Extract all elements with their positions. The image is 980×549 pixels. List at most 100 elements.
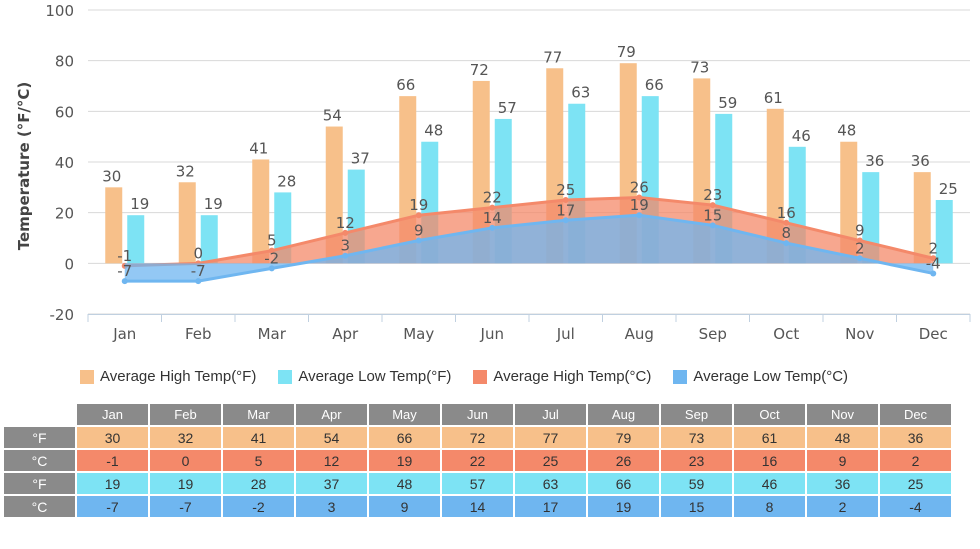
- bar-high-f: [178, 182, 196, 264]
- data-label-low-c: 9: [414, 222, 424, 240]
- table-cell: 9: [807, 450, 878, 471]
- bar-high-f: [252, 159, 270, 264]
- x-tick-label: Dec: [919, 325, 948, 343]
- point-low-c: [415, 237, 422, 244]
- y-tick-label: -20: [50, 306, 75, 324]
- table-cell: 36: [807, 473, 878, 494]
- bar-low-f: [200, 215, 218, 264]
- table-header-month: Apr: [296, 404, 367, 425]
- table-header-row: Jan Feb Mar Apr May Jun Jul Aug Sep Oct …: [4, 404, 951, 425]
- legend-item-high-f[interactable]: Average High Temp(°F): [80, 368, 256, 385]
- table-header-month: May: [369, 404, 440, 425]
- area-low-c: [124, 215, 934, 282]
- table-cell: 19: [77, 473, 148, 494]
- table-cell: 79: [588, 427, 659, 448]
- x-tick-label: Jul: [556, 325, 575, 343]
- table-row: °C -1 0 5 12 19 22 25 26 23 16 9 2: [4, 450, 951, 471]
- point-low-c: [856, 255, 863, 262]
- legend-item-high-c[interactable]: Average High Temp(°C): [473, 368, 651, 385]
- point-low-c: [268, 265, 275, 272]
- table-row: °C -7 -7 -2 3 9 14 17 19 15 8 2 -4: [4, 496, 951, 517]
- bar-low-f: [127, 215, 145, 264]
- legend-item-low-c[interactable]: Average Low Temp(°C): [673, 368, 848, 385]
- data-label-low-f: 48: [424, 122, 443, 140]
- table-cell: 59: [661, 473, 732, 494]
- data-label-low-f: 46: [792, 127, 811, 145]
- table-cell: -1: [77, 450, 148, 471]
- table-cell: 73: [661, 427, 732, 448]
- table-cell: -4: [880, 496, 951, 517]
- table-cell: 41: [223, 427, 294, 448]
- point-low-c: [489, 224, 496, 231]
- table-cell: 37: [296, 473, 367, 494]
- table-cell: 19: [150, 473, 221, 494]
- legend-swatch-low-f: [278, 369, 293, 384]
- x-tick-label: Jan: [112, 325, 136, 343]
- data-label-low-c: 8: [781, 224, 791, 242]
- legend-label-low-f: Average Low Temp(°F): [298, 368, 452, 385]
- point-high-c: [783, 219, 790, 226]
- table-cell: 23: [661, 450, 732, 471]
- bar-low-f: [862, 172, 880, 264]
- bar-high-f: [105, 187, 123, 264]
- data-label-low-c: -7: [117, 262, 132, 280]
- point-high-c: [930, 255, 937, 262]
- x-tick-label: Sep: [699, 325, 727, 343]
- x-tick-label: Apr: [332, 325, 359, 343]
- data-label-low-f: 37: [351, 150, 370, 168]
- point-low-c: [562, 217, 569, 224]
- data-label-low-c: -4: [926, 254, 941, 272]
- y-tick-label: 80: [55, 53, 74, 71]
- table-header-month: Feb: [150, 404, 221, 425]
- table-row: °F 19 19 28 37 48 57 63 66 59 46 36 25: [4, 473, 951, 494]
- legend-item-low-f[interactable]: Average Low Temp(°F): [278, 368, 451, 385]
- data-label-high-c: 25: [556, 181, 575, 199]
- data-label-high-f: 79: [617, 43, 636, 61]
- legend-swatch-high-c: [473, 369, 488, 384]
- x-tick-label: Nov: [845, 325, 874, 343]
- table-cell: 8: [734, 496, 805, 517]
- data-label-low-f: 19: [130, 195, 149, 213]
- table-header-month: Nov: [807, 404, 878, 425]
- table-cell: -7: [77, 496, 148, 517]
- legend-swatch-low-c: [673, 369, 688, 384]
- data-label-low-f: 59: [718, 94, 737, 112]
- point-high-c: [342, 229, 349, 236]
- point-high-c: [268, 247, 275, 254]
- x-tick-label: Feb: [185, 325, 212, 343]
- data-label-high-f: 54: [323, 107, 342, 125]
- data-label-high-f: 30: [102, 167, 121, 185]
- bar-high-f: [325, 126, 343, 264]
- y-axis-title: Temperature (°F/°C): [15, 82, 33, 251]
- data-label-high-c: 2: [928, 239, 938, 257]
- x-tick-label: Oct: [773, 325, 799, 343]
- table-header-month: Oct: [734, 404, 805, 425]
- point-low-c: [342, 252, 349, 259]
- chart-legend: Average High Temp(°F) Average Low Temp(°…: [80, 368, 870, 385]
- table-cell: 77: [515, 427, 586, 448]
- table-cell: 19: [369, 450, 440, 471]
- table-cell: 72: [442, 427, 513, 448]
- table-cell: 0: [150, 450, 221, 471]
- y-tick-label: 40: [55, 154, 74, 172]
- legend-swatch-high-f: [80, 369, 94, 384]
- data-label-low-c: 17: [556, 201, 575, 219]
- data-label-high-c: 19: [409, 196, 428, 214]
- table-cell: 17: [515, 496, 586, 517]
- table-cell: 66: [369, 427, 440, 448]
- x-tick-label: Mar: [258, 325, 287, 343]
- data-label-low-f: 36: [865, 152, 884, 170]
- data-label-high-c: 5: [267, 232, 277, 250]
- legend-label-high-c: Average High Temp(°C): [493, 368, 652, 385]
- data-label-high-c: 26: [630, 178, 649, 196]
- data-label-high-f: 66: [396, 76, 415, 94]
- table-cell: -2: [223, 496, 294, 517]
- table-header-month: Sep: [661, 404, 732, 425]
- table-body: °F 30 32 41 54 66 72 77 79 73 61 48 36 °C -1 0 5 12 19 22 25…: [4, 427, 951, 517]
- data-label-low-c: 3: [340, 237, 350, 255]
- point-high-c: [636, 194, 643, 201]
- table-cell: 32: [150, 427, 221, 448]
- y-tick-label: 60: [55, 103, 74, 121]
- table-cell: 25: [880, 473, 951, 494]
- table-cell: 46: [734, 473, 805, 494]
